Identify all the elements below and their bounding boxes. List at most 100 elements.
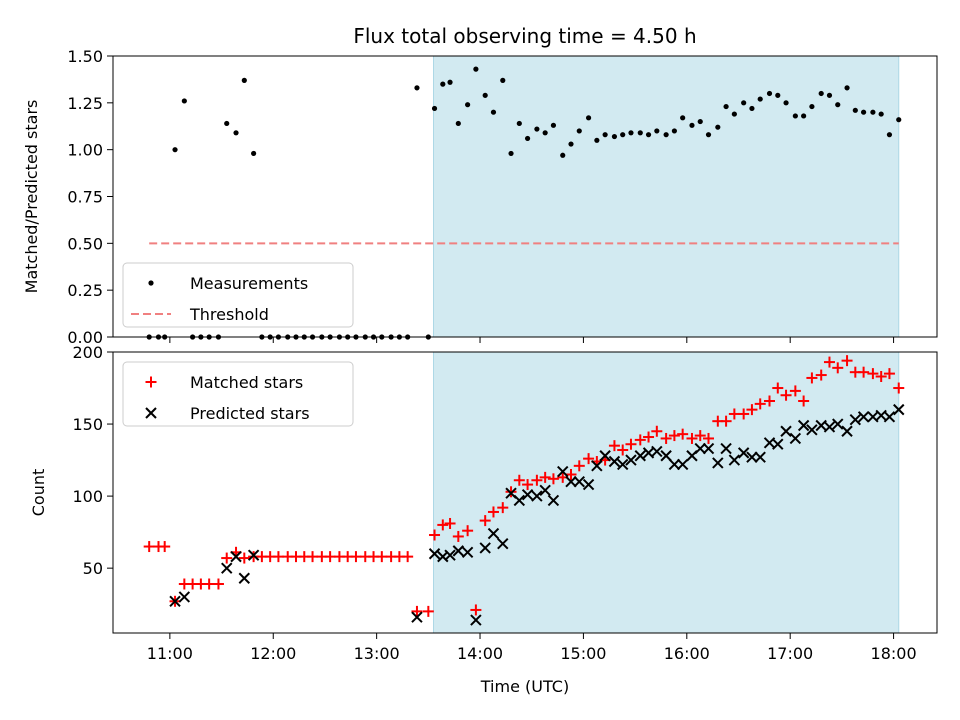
data-point	[625, 438, 637, 450]
data-point	[238, 552, 250, 564]
data-point	[440, 81, 446, 87]
data-point	[625, 454, 637, 466]
data-point	[806, 424, 818, 436]
legend-box	[122, 262, 354, 328]
y-tick-label: 1.25	[67, 94, 103, 113]
data-point	[737, 447, 750, 459]
data-point	[668, 430, 680, 442]
y-tick-label: 50	[83, 559, 103, 578]
data-point	[754, 398, 766, 410]
data-point	[608, 440, 620, 452]
data-point	[411, 605, 423, 617]
data-point	[841, 355, 853, 367]
data-point	[643, 431, 655, 443]
data-point	[539, 471, 551, 483]
data-point	[203, 578, 215, 590]
data-point	[238, 572, 251, 584]
data-point	[221, 562, 233, 574]
data-point	[470, 614, 482, 626]
y-tick-label: 0.00	[67, 328, 103, 347]
data-point	[550, 122, 557, 128]
data-point	[852, 107, 858, 113]
data-point	[857, 411, 870, 423]
data-point	[414, 85, 420, 91]
data-point	[835, 102, 841, 108]
legend-label: Matched stars	[190, 373, 303, 392]
data-point	[886, 132, 893, 138]
legend-label: Predicted stars	[190, 404, 310, 423]
data-point	[487, 506, 499, 518]
data-point	[594, 137, 600, 143]
data-point	[422, 605, 434, 617]
data-point	[479, 515, 491, 527]
data-point	[746, 404, 758, 416]
data-point	[766, 90, 773, 97]
data-point	[247, 549, 260, 561]
data-point	[437, 519, 449, 531]
data-point	[741, 100, 747, 106]
data-point	[573, 460, 585, 472]
data-point	[634, 434, 646, 446]
y-axis-label: Count	[29, 469, 48, 517]
data-point	[178, 591, 191, 603]
data-point	[513, 494, 526, 507]
data-point	[671, 128, 677, 134]
data-point	[893, 403, 905, 416]
data-point	[521, 488, 534, 501]
y-tick-label: 100	[72, 487, 103, 506]
series-x	[169, 403, 905, 626]
data-point	[654, 128, 660, 134]
data-point	[728, 454, 741, 466]
data-point	[487, 527, 500, 540]
data-point	[582, 478, 595, 491]
data-point	[651, 425, 663, 437]
data-point	[870, 109, 876, 115]
data-point	[616, 458, 629, 471]
data-point	[428, 548, 441, 560]
data-point	[634, 450, 646, 462]
x-tick-label: 11:00	[147, 644, 193, 663]
data-point	[251, 150, 257, 157]
y-tick-label: 200	[72, 343, 103, 362]
data-point	[591, 460, 603, 472]
data-point	[772, 382, 784, 394]
y-tick-label: 0.75	[67, 188, 103, 207]
y-tick-label: 0.25	[67, 281, 103, 300]
bottom-panel: 50 100 150 200 11:00 12:00 13:00 14:00 15:00 16:0…	[29, 343, 938, 663]
data-point	[524, 135, 531, 142]
data-point	[531, 474, 543, 486]
data-point	[823, 421, 836, 433]
data-point	[505, 486, 517, 498]
data-point	[444, 549, 456, 561]
data-point	[703, 432, 715, 444]
data-point	[668, 458, 681, 471]
data-point	[860, 109, 867, 115]
data-point	[181, 98, 187, 104]
data-point	[461, 546, 474, 559]
data-point	[617, 444, 629, 456]
legend-label: Measurements	[190, 274, 308, 293]
data-point	[893, 382, 905, 394]
x-tick-label: 13:00	[354, 644, 400, 663]
x-tick-label: 17:00	[767, 644, 813, 663]
data-point	[746, 451, 758, 463]
data-point	[490, 109, 497, 115]
data-point	[841, 425, 853, 437]
data-point	[350, 551, 362, 563]
data-point	[599, 450, 611, 462]
data-point	[482, 92, 488, 98]
x-tick-label: 16:00	[664, 644, 710, 663]
data-point	[801, 113, 807, 119]
data-point	[447, 79, 453, 85]
data-point	[705, 132, 712, 138]
data-point	[508, 150, 514, 157]
data-point	[212, 578, 224, 590]
legend-marker-plus	[145, 376, 157, 388]
data-point	[568, 141, 574, 147]
data-point	[470, 604, 482, 616]
data-point	[798, 395, 810, 407]
highlight-span	[433, 55, 900, 338]
data-point	[602, 132, 608, 138]
data-point	[806, 372, 818, 384]
